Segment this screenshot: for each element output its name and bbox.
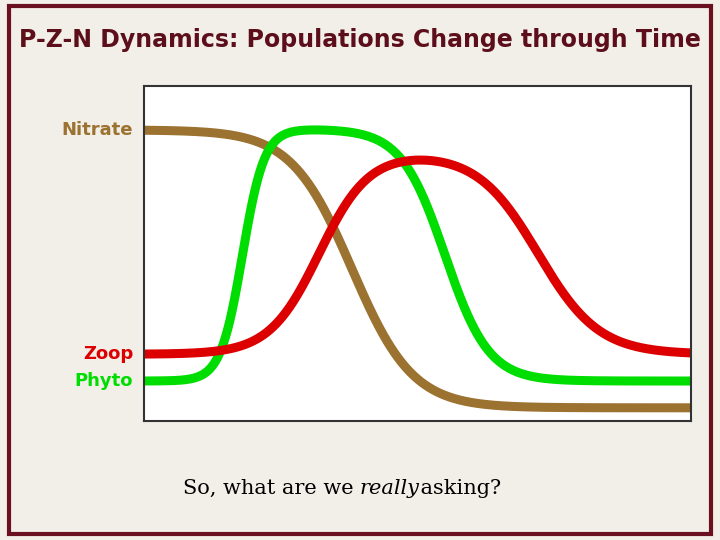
Text: P-Z-N Dynamics: Populations Change through Time: P-Z-N Dynamics: Populations Change throu… [19, 29, 701, 52]
Text: So, what are we: So, what are we [183, 479, 360, 498]
Text: Zoop: Zoop [83, 345, 133, 363]
Text: really: really [360, 479, 420, 498]
Text: asking?: asking? [414, 479, 501, 498]
FancyBboxPatch shape [9, 6, 711, 534]
Text: Nitrate: Nitrate [62, 121, 133, 139]
Text: Phyto: Phyto [75, 372, 133, 390]
